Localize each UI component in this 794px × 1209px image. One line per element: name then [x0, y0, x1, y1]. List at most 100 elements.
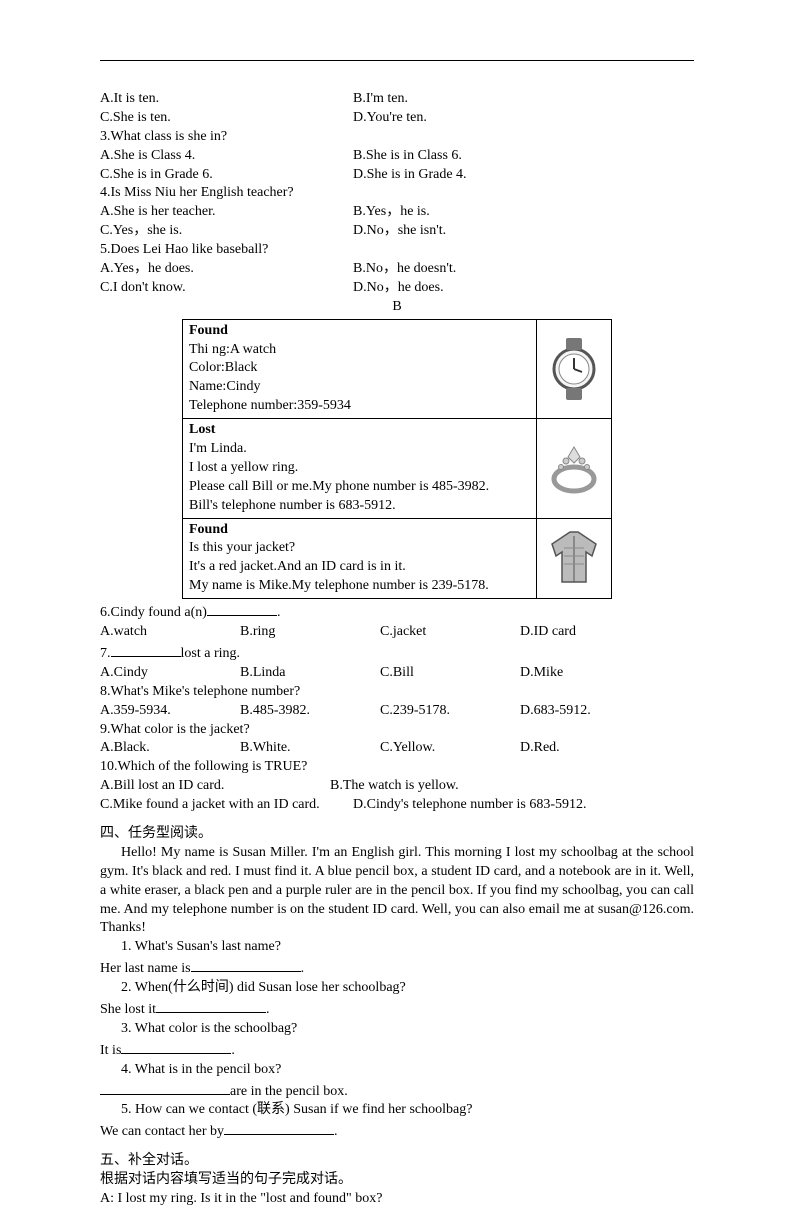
q3-stem: 3.What class is she in? — [100, 128, 694, 147]
opt-d: D.Mike — [520, 664, 660, 683]
q8-opts: A.359-5934. B.485-3982. C.239-5178. D.68… — [100, 702, 694, 721]
opt-c: C.Yes，she is. — [100, 222, 353, 241]
opt-c: C.Mike found a jacket with an ID card. — [100, 796, 353, 815]
passage-text: Hello! My name is Susan Miller. I'm an E… — [100, 845, 694, 936]
s4-q2: 2. When(什么时间) did Susan lose her schoolb… — [100, 979, 694, 998]
table-row: Lost I'm Linda. I lost a yellow ring. Pl… — [183, 419, 612, 518]
q9-opts: A.Black. B.White. C.Yellow. D.Red. — [100, 739, 694, 758]
opt-a: A.watch — [100, 623, 240, 642]
a2-pre: She lost it — [100, 1002, 156, 1017]
blank — [156, 998, 266, 1013]
opt-d: D.She is in Grade 4. — [353, 166, 694, 185]
line: It's a red jacket.And an ID card is in i… — [189, 559, 406, 574]
blank — [207, 601, 277, 616]
q4-stem: 4.Is Miss Niu her English teacher? — [100, 184, 694, 203]
opt-d: D.ID card — [520, 623, 660, 642]
opt-c: C.She is in Grade 6. — [100, 166, 353, 185]
stem-post: lost a ring. — [181, 646, 241, 661]
content: A.It is ten. B.I'm ten. C.She is ten. D.… — [100, 90, 694, 1209]
q7-opts: A.Cindy B.Linda C.Bill D.Mike — [100, 664, 694, 683]
opt-a: A.Bill lost an ID card. — [100, 777, 330, 796]
line: Please call Bill or me.My phone number i… — [189, 479, 489, 494]
q4-opt-row: A.She is her teacher. B.Yes，he is. — [100, 203, 694, 222]
opt-a: A.Black. — [100, 739, 240, 758]
opt-b: B.Linda — [240, 664, 380, 683]
line: Thi ng:A watch — [189, 342, 276, 357]
opt-d: D.You're ten. — [353, 109, 694, 128]
opt-c: C.She is ten. — [100, 109, 353, 128]
opt-d: D.Cindy's telephone number is 683-5912. — [353, 796, 587, 815]
opt-b: B.White. — [240, 739, 380, 758]
opt-c: C.jacket — [380, 623, 520, 642]
jacket-icon — [544, 528, 604, 588]
a1-post: . — [301, 961, 305, 976]
s4-a1: Her last name is. — [100, 957, 694, 979]
opt-d: D.683-5912. — [520, 702, 660, 721]
q5-opt-row: C.I don't know. D.No，he does. — [100, 279, 694, 298]
lost-heading: Lost — [189, 422, 215, 437]
section-5-sub: 根据对话内容填写适当的句子完成对话。 — [100, 1171, 694, 1190]
opt-b: B.Yes，he is. — [353, 203, 694, 222]
opt-c: C.I don't know. — [100, 279, 353, 298]
line: I lost a yellow ring. — [189, 460, 298, 475]
cell-image — [537, 319, 612, 418]
ring-icon — [544, 441, 604, 496]
a3-post: . — [231, 1043, 235, 1058]
section-b-label: B — [100, 298, 694, 317]
s5-line1: A: I lost my ring. Is it in the "lost an… — [100, 1190, 694, 1209]
opt-d: D.No，he does. — [353, 279, 694, 298]
found-heading: Found — [189, 323, 228, 338]
opt-a: A.359-5934. — [100, 702, 240, 721]
cell-text: Lost I'm Linda. I lost a yellow ring. Pl… — [183, 419, 537, 518]
line: Is this your jacket? — [189, 540, 295, 555]
opt-b: B.The watch is yellow. — [330, 777, 560, 796]
q7-stem: 7. lost a ring. — [100, 642, 694, 664]
a3-pre: It is — [100, 1043, 121, 1058]
cell-image — [537, 518, 612, 599]
q2-opt-row: C.She is ten. D.You're ten. — [100, 109, 694, 128]
opt-b: B.No，he doesn't. — [353, 260, 694, 279]
s4-q5: 5. How can we contact (联系) Susan if we f… — [100, 1101, 694, 1120]
lost-found-table: Found Thi ng:A watch Color:Black Name:Ci… — [182, 319, 612, 599]
table-row: Found Is this your jacket? It's a red ja… — [183, 518, 612, 599]
s4-q1: 1. What's Susan's last name? — [100, 938, 694, 957]
s4-q4: 4. What is in the pencil box? — [100, 1061, 694, 1080]
section-5: 五、补全对话。 根据对话内容填写适当的句子完成对话。 A: I lost my … — [100, 1152, 694, 1209]
opt-a: A.She is Class 4. — [100, 147, 353, 166]
line: I'm Linda. — [189, 441, 247, 456]
a4-post: are in the pencil box. — [230, 1084, 348, 1099]
a5-post: . — [334, 1124, 338, 1139]
q4-opt-row: C.Yes，she is. D.No，she isn't. — [100, 222, 694, 241]
q3-opt-row: A.She is Class 4. B.She is in Class 6. — [100, 147, 694, 166]
opt-b: B.She is in Class 6. — [353, 147, 694, 166]
q3-opt-row: C.She is in Grade 6. D.She is in Grade 4… — [100, 166, 694, 185]
a1-pre: Her last name is — [100, 961, 191, 976]
opt-d: D.Red. — [520, 739, 660, 758]
top-rule — [100, 60, 694, 61]
opt-c: C.239-5178. — [380, 702, 520, 721]
passage: Hello! My name is Susan Miller. I'm an E… — [100, 844, 694, 938]
stem-pre: 7. — [100, 646, 111, 661]
q10-stem: 10.Which of the following is TRUE? — [100, 758, 694, 777]
a5-pre: We can contact her by — [100, 1124, 224, 1139]
blank — [100, 1080, 230, 1095]
opt-b: B.I'm ten. — [353, 90, 694, 109]
q9-stem: 9.What color is the jacket? — [100, 721, 694, 740]
q5-stem: 5.Does Lei Hao like baseball? — [100, 241, 694, 260]
stem-pre: 6.Cindy found a(n) — [100, 605, 207, 620]
line: Name:Cindy — [189, 379, 261, 394]
opt-c: C.Yellow. — [380, 739, 520, 758]
line: Bill's telephone number is 683-5912. — [189, 498, 396, 513]
opt-c: C.Bill — [380, 664, 520, 683]
q5-opt-row: A.Yes，he does. B.No，he doesn't. — [100, 260, 694, 279]
q10-opts-row1: A.Bill lost an ID card. B.The watch is y… — [100, 777, 694, 796]
stem-post: . — [277, 605, 281, 620]
s4-a5: We can contact her by. — [100, 1120, 694, 1142]
q6-stem: 6.Cindy found a(n). — [100, 601, 694, 623]
section-5-title: 五、补全对话。 — [100, 1152, 694, 1171]
opt-b: B.ring — [240, 623, 380, 642]
opt-a: A.It is ten. — [100, 90, 353, 109]
opt-d: D.No，she isn't. — [353, 222, 694, 241]
a2-post: . — [266, 1002, 270, 1017]
section-4: 四、任务型阅读。 Hello! My name is Susan Miller.… — [100, 825, 694, 1142]
